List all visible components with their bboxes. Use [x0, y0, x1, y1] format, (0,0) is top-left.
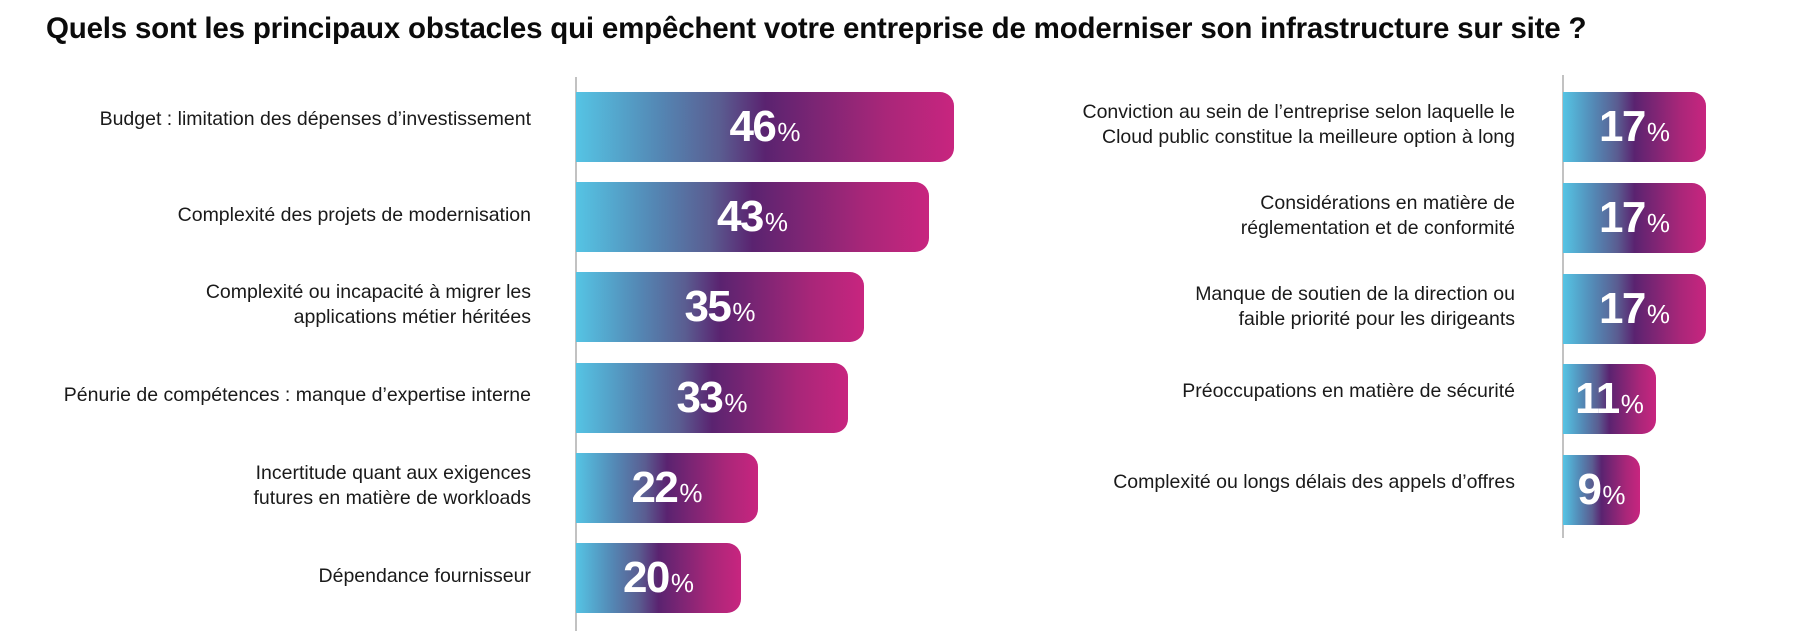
value-label: 46%: [729, 102, 800, 152]
category-label-line: Incertitude quant aux exigences: [255, 461, 531, 484]
value-number: 35: [684, 282, 731, 332]
right-category-label: Préoccupations en matière de sécurité: [995, 379, 1515, 404]
left-category-label: Complexité des projets de modernisation: [11, 203, 531, 228]
right-category-label: Considérations en matière de réglementati…: [995, 191, 1515, 241]
category-label-line: applications métier héritées: [293, 306, 531, 329]
right-category-label: Manque de soutien de la direction ou faib…: [995, 282, 1515, 332]
left-category-label: Incertitude quant aux exigences futures e…: [11, 461, 531, 511]
value-number: 22: [631, 462, 678, 512]
value-label: 11%: [1575, 374, 1644, 424]
percent-sign: %: [679, 477, 703, 508]
category-label-line: faible priorité pour les dirigeants: [1238, 307, 1515, 330]
percent-sign: %: [1646, 117, 1671, 147]
value-label: 33%: [676, 373, 747, 423]
value-label: 20%: [623, 553, 694, 603]
value-label: 43%: [717, 192, 788, 242]
category-label-line: réglementation et de conformité: [1240, 216, 1515, 239]
percent-sign: %: [777, 117, 801, 147]
percent-sign: %: [764, 207, 789, 238]
left-category-label: Budget : limitation des dépenses d’inves…: [11, 107, 531, 132]
left-bar: 20%: [576, 543, 741, 613]
percent-sign: %: [670, 568, 695, 598]
value-number: 11: [1575, 374, 1620, 424]
category-label-line: Conviction au sein de l’entreprise selon…: [1082, 101, 1515, 123]
value-number: 20: [622, 553, 670, 602]
left-category-label: Complexité ou incapacité à migrer les app…: [11, 280, 531, 330]
left-category-label: Dépendance fournisseur: [11, 564, 531, 589]
category-label-line: Considérations en matière de: [1260, 191, 1515, 214]
percent-sign: %: [1620, 389, 1644, 420]
value-number: 33: [676, 372, 723, 422]
left-category-label: Pénurie de compétences : manque d’expert…: [11, 383, 531, 408]
left-axis-line: [575, 77, 577, 631]
value-label: 17%: [1599, 284, 1670, 334]
category-label-line: Complexité ou longs délais des appels d’…: [1113, 470, 1515, 493]
left-bar: 35%: [576, 272, 864, 343]
category-label-line: Complexité des projets de modernisation: [177, 203, 531, 226]
right-bar: 17%: [1563, 182, 1706, 253]
right-bar: 11%: [1563, 364, 1656, 435]
right-bar: 17%: [1563, 273, 1706, 344]
left-bar: 22%: [576, 452, 758, 523]
value-number: 17: [1598, 192, 1646, 242]
value-number: 46: [729, 102, 776, 151]
category-label-line: Dépendance fournisseur: [318, 564, 531, 587]
value-label: 17%: [1599, 102, 1670, 152]
percent-sign: %: [732, 297, 756, 328]
value-label: 9%: [1577, 465, 1625, 515]
value-label: 35%: [684, 282, 755, 332]
category-label-line: Complexité ou incapacité à migrer les: [205, 281, 531, 304]
value-number: 43: [716, 192, 764, 242]
category-label-line: Budget : limitation des dépenses d’inves…: [99, 107, 531, 130]
right-category-label: Complexité ou longs délais des appels d’…: [995, 470, 1515, 495]
category-label-line: Cloud public constitue la meilleure opti…: [1101, 126, 1515, 148]
value-number: 17: [1598, 102, 1646, 151]
value-number: 9: [1577, 465, 1601, 515]
percent-sign: %: [1602, 480, 1626, 511]
right-bar: 17%: [1563, 92, 1706, 162]
percent-sign: %: [1646, 298, 1671, 329]
category-label-line: futures en matière de workloads: [253, 486, 531, 509]
value-label: 17%: [1599, 193, 1670, 243]
right-category-label: Conviction au sein de l’entreprise selon…: [995, 100, 1515, 150]
category-label-line: Préoccupations en matière de sécurité: [1182, 379, 1515, 402]
left-bar: 46%: [576, 92, 954, 162]
chart-title: Quels sont les principaux obstacles qui …: [46, 12, 1587, 45]
percent-sign: %: [724, 387, 748, 418]
category-label-line: Manque de soutien de la direction ou: [1195, 282, 1515, 305]
left-bar: 33%: [576, 362, 848, 433]
left-bar: 43%: [576, 182, 929, 253]
value-number: 17: [1598, 283, 1646, 333]
percent-sign: %: [1646, 207, 1671, 238]
value-label: 22%: [631, 463, 702, 513]
category-label-line: Pénurie de compétences : manque d’expert…: [63, 384, 531, 407]
right-bar: 9%: [1563, 455, 1640, 526]
